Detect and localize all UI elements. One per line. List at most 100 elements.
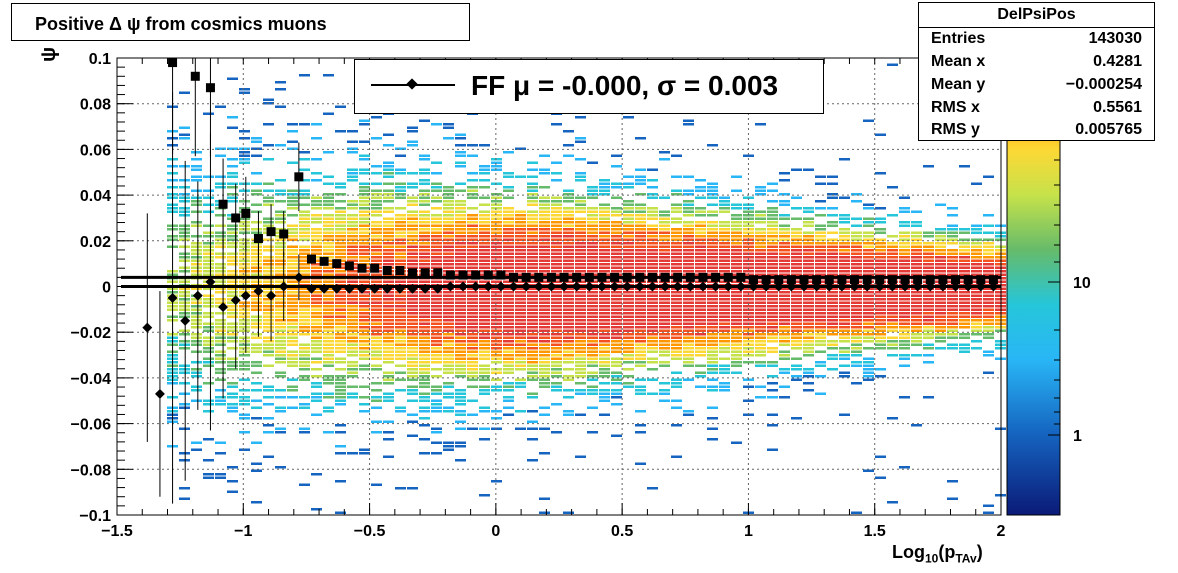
heatmap-cell <box>491 417 502 420</box>
heatmap-cell <box>923 273 934 276</box>
heatmap-cell <box>455 214 466 217</box>
heatmap-cell <box>311 291 322 294</box>
heatmap-cell <box>755 354 766 357</box>
heatmap-cell <box>551 382 562 385</box>
heatmap-cell <box>491 368 502 371</box>
heatmap-cell <box>275 280 286 283</box>
heatmap-cell <box>395 217 406 220</box>
heatmap-cell <box>587 252 598 255</box>
heatmap-cell <box>335 368 346 371</box>
heatmap-cell <box>239 280 250 283</box>
heatmap-cell <box>287 245 298 248</box>
heatmap-cell <box>707 308 718 311</box>
heatmap-cell <box>383 354 394 357</box>
heatmap-cell <box>431 326 442 329</box>
heatmap-cell <box>335 445 346 448</box>
heatmap-cell <box>719 270 730 273</box>
heatmap-cell <box>611 270 622 273</box>
heatmap-cell <box>623 221 634 224</box>
heatmap-cell <box>683 193 694 196</box>
heatmap-cell <box>419 361 430 364</box>
heatmap-cell <box>311 207 322 210</box>
heatmap-cell <box>479 186 490 189</box>
heatmap-cell <box>395 242 406 245</box>
heatmap-cell <box>323 301 334 304</box>
heatmap-cell <box>371 193 382 196</box>
heatmap-cell <box>767 294 778 297</box>
heatmap-cell <box>599 382 610 385</box>
heatmap-cell <box>275 270 286 273</box>
heatmap-cell <box>767 235 778 238</box>
heatmap-cell <box>899 312 910 315</box>
heatmap-cell <box>719 312 730 315</box>
heatmap-cell <box>239 217 250 220</box>
heatmap-cell <box>287 378 298 381</box>
heatmap-cell <box>479 249 490 252</box>
heatmap-cell <box>887 214 898 217</box>
heatmap-cell <box>179 364 190 367</box>
heatmap-cell <box>671 326 682 329</box>
heatmap-cell <box>683 305 694 308</box>
heatmap-cell <box>539 371 550 374</box>
heatmap-cell <box>419 396 430 399</box>
heatmap-cell <box>527 312 538 315</box>
heatmap-cell <box>503 347 514 350</box>
heatmap-cell <box>707 270 718 273</box>
heatmap-cell <box>191 203 202 206</box>
heatmap-cell <box>515 382 526 385</box>
heatmap-cell <box>323 312 334 315</box>
heatmap-cell <box>527 238 538 241</box>
data-point-diamond <box>432 283 443 294</box>
heatmap-cell <box>911 224 922 227</box>
heatmap-cell <box>923 259 934 262</box>
heatmap-cell <box>311 123 322 126</box>
z-tick-label: 1 <box>1073 428 1082 445</box>
heatmap-cell <box>539 350 550 353</box>
heatmap-cell <box>419 242 430 245</box>
heatmap-cell <box>431 294 442 297</box>
heatmap-cell <box>587 333 598 336</box>
heatmap-cell <box>779 396 790 399</box>
heatmap-cell <box>239 245 250 248</box>
heatmap-cell <box>503 312 514 315</box>
heatmap-cell <box>419 312 430 315</box>
heatmap-cell <box>863 312 874 315</box>
heatmap-cell <box>899 326 910 329</box>
heatmap-cell <box>287 385 298 388</box>
heatmap-cell <box>371 189 382 192</box>
heatmap-cell <box>479 259 490 262</box>
heatmap-cell <box>599 340 610 343</box>
heatmap-cell <box>479 228 490 231</box>
y-tick-label: 0.06 <box>80 142 111 159</box>
heatmap-cell <box>527 438 538 441</box>
heatmap-cell <box>323 392 334 395</box>
heatmap-cell <box>311 312 322 315</box>
heatmap-cell <box>515 333 526 336</box>
heatmap-cell <box>575 308 586 311</box>
heatmap-cell <box>791 207 802 210</box>
heatmap-cell <box>491 266 502 269</box>
heatmap-cell <box>647 259 658 262</box>
heatmap-cell <box>563 228 574 231</box>
heatmap-cell <box>239 431 250 434</box>
heatmap-cell <box>539 280 550 283</box>
heatmap-cell <box>551 217 562 220</box>
heatmap-cell <box>839 298 850 301</box>
heatmap-cell <box>707 224 718 227</box>
heatmap-cell <box>179 245 190 248</box>
heatmap-cell <box>911 343 922 346</box>
heatmap-cell <box>467 263 478 266</box>
heatmap-cell <box>203 270 214 273</box>
heatmap-cell <box>503 350 514 353</box>
heatmap-cell <box>887 266 898 269</box>
heatmap-cell <box>239 231 250 234</box>
heatmap-cell <box>587 315 598 318</box>
heatmap-cell <box>335 256 346 259</box>
heatmap-cell <box>239 242 250 245</box>
data-point-square <box>357 263 367 273</box>
heatmap-cell <box>431 336 442 339</box>
heatmap-cell <box>551 242 562 245</box>
heatmap-cell <box>299 364 310 367</box>
heatmap-cell <box>443 228 454 231</box>
heatmap-cell <box>791 217 802 220</box>
